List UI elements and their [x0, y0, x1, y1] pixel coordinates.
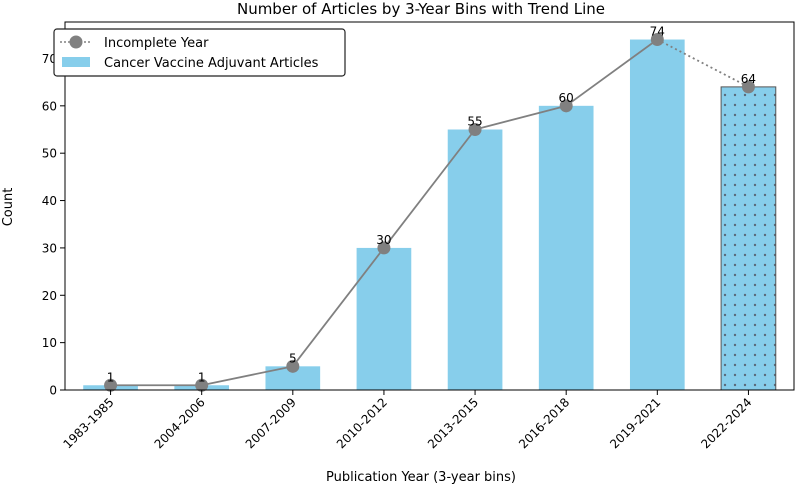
- x-tick-label: 2004-2006: [152, 395, 208, 451]
- y-axis: 0 10 20 30 40 50 60 70: [42, 52, 65, 398]
- bar-incomplete: [720, 86, 777, 391]
- data-label: 1: [198, 370, 206, 384]
- y-tick-label: 40: [42, 194, 57, 208]
- data-label: 64: [741, 72, 756, 86]
- legend-trend-marker: [69, 35, 83, 49]
- data-label: 55: [467, 115, 482, 129]
- data-labels: 1 1 5 30 55 60 74 64: [107, 25, 756, 385]
- y-tick-label: 50: [42, 147, 57, 161]
- y-tick-label: 10: [42, 336, 57, 350]
- y-tick-label: 60: [42, 99, 57, 113]
- x-tick-label: 2022-2024: [698, 395, 754, 451]
- plot-frame: [64, 21, 795, 391]
- legend-box: [53, 28, 346, 77]
- legend-label-bars: Cancer Vaccine Adjuvant Articles: [104, 56, 319, 71]
- trend-segment-incomplete: [656, 38, 749, 88]
- y-tick-label: 70: [42, 52, 57, 66]
- y-tick-label: 20: [42, 289, 57, 303]
- trend-marker: [741, 80, 755, 94]
- trend-marker: [650, 33, 664, 47]
- x-axis: 1983-1985 2004-2006 2007-2009 2010-2012 2013…: [61, 390, 755, 451]
- x-tick-label: 1983-1985: [61, 395, 117, 451]
- bar: [538, 105, 594, 391]
- data-label: 60: [559, 91, 574, 105]
- trend-marker: [195, 378, 209, 392]
- x-tick-label: 2019-2021: [607, 395, 663, 451]
- trend-line-group: [104, 33, 755, 392]
- bar: [356, 247, 412, 390]
- trend-marker: [468, 123, 482, 137]
- trend-segment: [292, 247, 385, 367]
- trend-marker: [104, 378, 118, 392]
- y-tick-label: 30: [42, 241, 57, 255]
- trend-segment: [383, 128, 476, 249]
- data-label: 1: [107, 370, 115, 384]
- y-tick-label: 0: [49, 384, 57, 398]
- chart-title: Number of Articles by 3-Year Bins with T…: [237, 0, 605, 18]
- data-label: 5: [289, 351, 297, 365]
- x-tick-label: 2016-2018: [516, 395, 572, 451]
- trend-marker: [286, 359, 300, 373]
- legend-label-incomplete: Incomplete Year: [104, 36, 209, 51]
- legend-bar-swatch: [62, 57, 90, 67]
- trend-segment: [201, 365, 293, 387]
- data-label: 74: [650, 25, 665, 39]
- y-axis-label: Count: [1, 188, 16, 227]
- x-axis-label: Publication Year (3-year bins): [326, 470, 516, 485]
- trend-segment: [474, 104, 567, 131]
- legend: Incomplete Year Cancer Vaccine Adjuvant …: [53, 28, 346, 77]
- bar: [629, 39, 685, 391]
- trend-marker: [559, 99, 573, 113]
- data-label: 30: [376, 233, 391, 247]
- x-tick-label: 2007-2009: [243, 395, 299, 451]
- bar: [265, 366, 321, 390]
- trend-marker: [377, 241, 391, 255]
- bar: [447, 129, 503, 391]
- x-tick-label: 2010-2012: [334, 395, 390, 451]
- x-tick-label: 2013-2015: [425, 395, 481, 451]
- trend-segment: [565, 38, 658, 107]
- bars: [83, 39, 777, 391]
